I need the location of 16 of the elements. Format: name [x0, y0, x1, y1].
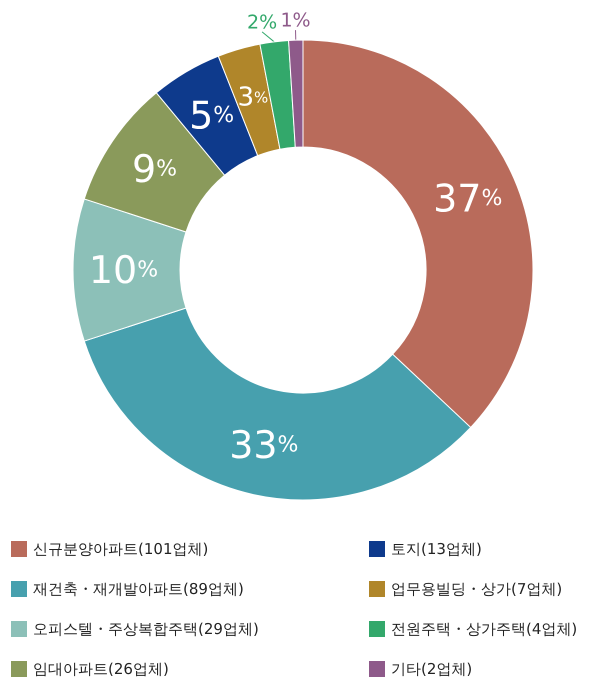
legend-label: 재건축・재개발아파트(89업체) [33, 580, 244, 598]
data-label: 5% [189, 93, 234, 138]
data-label: 33% [229, 423, 298, 468]
data-label: 10% [88, 248, 158, 292]
legend-label: 토지(13업체) [391, 540, 482, 558]
legend-label: 기타(2업체) [391, 660, 472, 678]
legend-label: 임대아파트(26업체) [33, 660, 169, 678]
data-label: 3% [238, 82, 268, 113]
legend-label: 전원주택・상가주택(4업체) [391, 620, 578, 638]
legend-label: 업무용빌딩・상가(7업체) [391, 580, 562, 598]
data-label: 9% [132, 147, 178, 192]
legend-label: 신규분양아파트(101업체) [33, 540, 208, 558]
legend-label: 오피스텔・주상복합주택(29업체) [33, 620, 259, 638]
data-label: 2% [247, 11, 278, 34]
data-label: 37% [433, 176, 502, 221]
data-label: 1% [280, 10, 311, 32]
